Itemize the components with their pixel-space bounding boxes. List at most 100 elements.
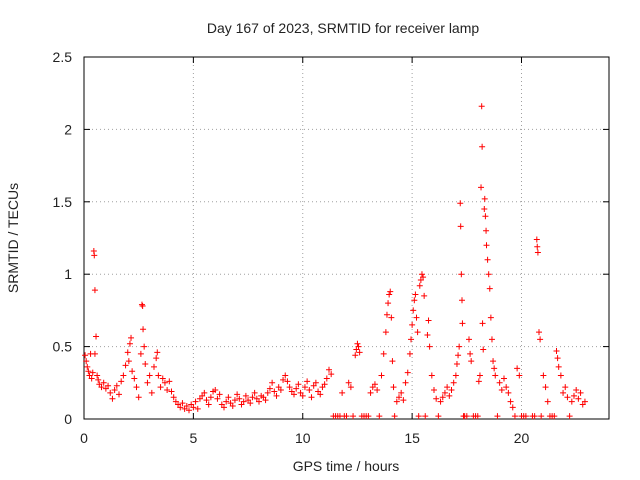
data-point bbox=[129, 368, 136, 375]
data-point bbox=[157, 384, 164, 391]
data-point bbox=[463, 413, 470, 420]
data-point bbox=[481, 206, 488, 213]
data-point bbox=[380, 350, 387, 357]
data-point bbox=[492, 372, 499, 379]
data-point bbox=[424, 332, 431, 339]
data-point bbox=[247, 400, 254, 407]
data-point bbox=[533, 236, 540, 243]
data-point bbox=[286, 384, 293, 391]
data-point bbox=[446, 392, 453, 399]
y-tick-label: 1.5 bbox=[53, 194, 73, 210]
data-point bbox=[155, 372, 162, 379]
data-point bbox=[478, 103, 485, 110]
data-point bbox=[282, 372, 289, 379]
data-point bbox=[109, 395, 116, 402]
data-point bbox=[161, 379, 168, 386]
data-point bbox=[409, 321, 416, 328]
x-tick-label: 10 bbox=[295, 430, 311, 446]
data-point bbox=[192, 398, 199, 405]
data-point bbox=[416, 282, 423, 289]
data-point bbox=[280, 376, 287, 383]
data-point bbox=[299, 392, 306, 399]
data-point bbox=[231, 397, 238, 404]
data-point bbox=[393, 398, 400, 405]
data-point bbox=[496, 379, 503, 386]
data-point bbox=[269, 379, 276, 386]
data-point bbox=[433, 395, 440, 402]
data-point bbox=[164, 387, 171, 394]
data-point bbox=[201, 389, 208, 396]
data-point bbox=[142, 360, 149, 367]
data-point bbox=[483, 242, 490, 249]
data-point bbox=[544, 398, 551, 405]
data-point bbox=[488, 336, 495, 343]
data-point bbox=[475, 378, 482, 385]
data-point bbox=[128, 334, 135, 341]
data-point bbox=[444, 384, 451, 391]
data-point bbox=[483, 227, 490, 234]
data-point bbox=[194, 405, 201, 412]
data-point bbox=[474, 413, 481, 420]
y-tick-label: 0.5 bbox=[53, 339, 73, 355]
data-point bbox=[352, 352, 359, 359]
data-point bbox=[581, 398, 588, 405]
data-point bbox=[186, 407, 192, 414]
data-point bbox=[249, 394, 256, 401]
data-point bbox=[484, 256, 491, 263]
data-point bbox=[482, 213, 489, 220]
data-point bbox=[378, 372, 385, 379]
data-point bbox=[459, 320, 466, 327]
data-point bbox=[571, 392, 577, 399]
data-point bbox=[91, 287, 98, 294]
data-point bbox=[551, 413, 558, 420]
x-tick-label: 5 bbox=[189, 430, 197, 446]
data-point bbox=[562, 384, 569, 391]
data-point bbox=[126, 340, 133, 347]
grid-lines bbox=[84, 57, 609, 419]
data-point bbox=[531, 413, 538, 420]
data-point bbox=[212, 387, 219, 394]
data-point bbox=[573, 387, 580, 394]
data-point bbox=[153, 355, 160, 362]
data-point bbox=[355, 343, 362, 350]
data-point bbox=[414, 329, 421, 336]
data-point bbox=[271, 388, 278, 395]
data-point bbox=[494, 413, 501, 420]
data-point bbox=[154, 349, 161, 356]
data-point bbox=[350, 413, 357, 420]
data-points bbox=[82, 103, 588, 420]
data-point bbox=[91, 252, 98, 259]
data-point bbox=[301, 384, 308, 391]
data-point bbox=[435, 413, 442, 420]
data-point bbox=[356, 349, 363, 356]
data-point bbox=[323, 375, 330, 382]
axis-ticks: 0 5 10 15 20 0 0.5 1 1.5 2 2.5 bbox=[53, 49, 609, 446]
data-point bbox=[118, 378, 125, 385]
data-point bbox=[505, 389, 512, 396]
data-point bbox=[402, 379, 409, 386]
data-point bbox=[111, 387, 118, 394]
data-point bbox=[365, 413, 372, 420]
data-point bbox=[411, 297, 418, 304]
data-point bbox=[400, 397, 407, 404]
data-point bbox=[385, 300, 392, 307]
data-point bbox=[439, 394, 446, 401]
data-point bbox=[456, 343, 463, 350]
data-point bbox=[388, 314, 395, 321]
data-point bbox=[317, 391, 324, 398]
data-point bbox=[398, 389, 405, 396]
data-point bbox=[391, 413, 398, 420]
data-point bbox=[339, 389, 346, 396]
data-point bbox=[466, 336, 472, 343]
data-point bbox=[221, 404, 227, 411]
data-point bbox=[135, 394, 142, 401]
data-point bbox=[404, 369, 411, 376]
data-point bbox=[555, 363, 562, 370]
data-point bbox=[534, 249, 541, 256]
data-point bbox=[467, 350, 474, 357]
data-point bbox=[376, 413, 383, 420]
data-point bbox=[468, 358, 475, 365]
data-point bbox=[457, 200, 464, 207]
data-point bbox=[425, 317, 432, 324]
data-point bbox=[428, 372, 435, 379]
